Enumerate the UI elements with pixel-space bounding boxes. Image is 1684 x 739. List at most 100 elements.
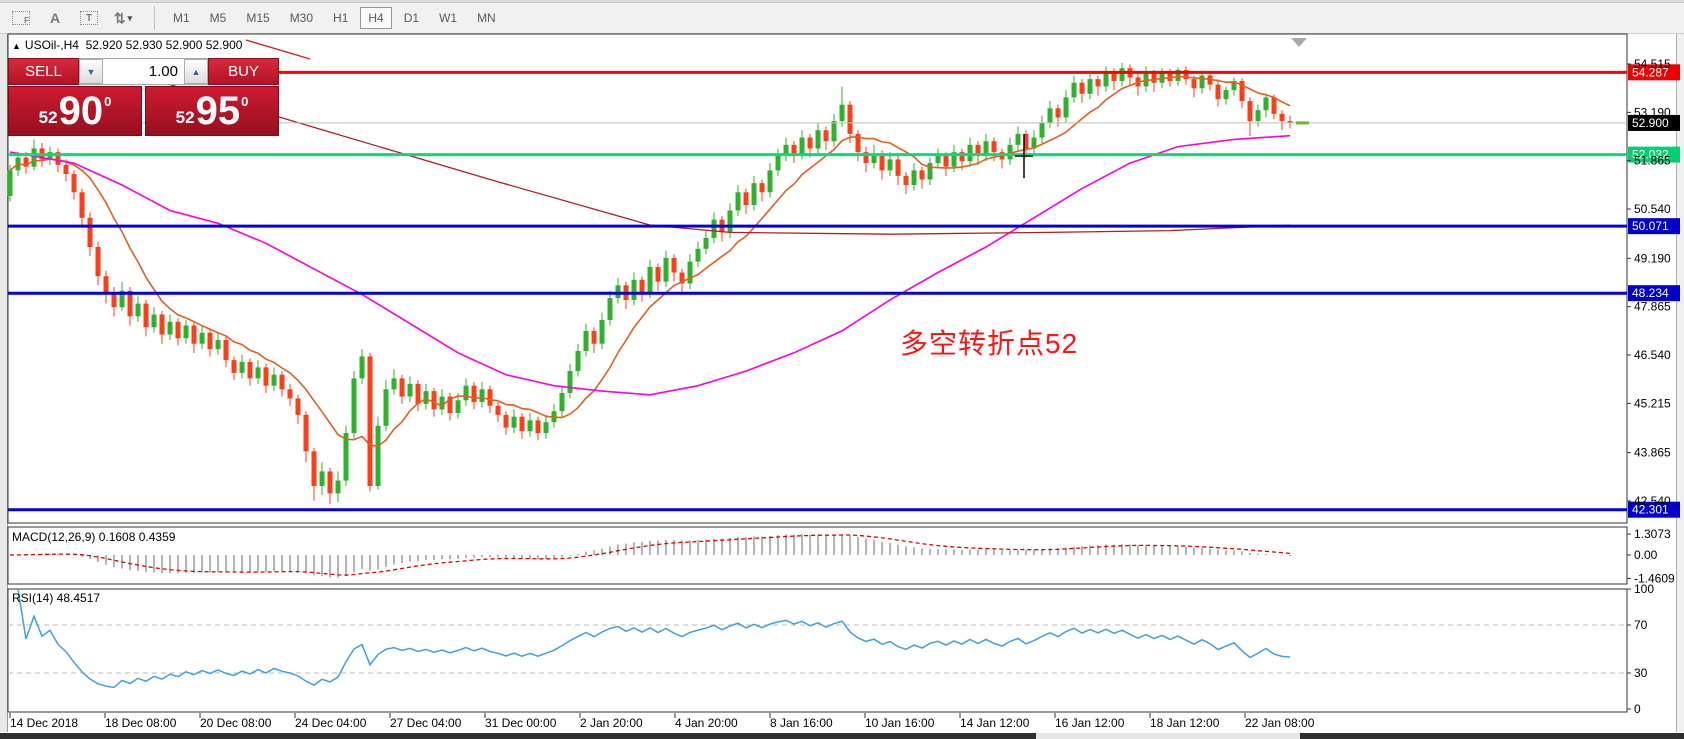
candle-body[interactable]: [415, 383, 421, 404]
candle-body[interactable]: [871, 153, 877, 164]
candle-body[interactable]: [839, 104, 845, 122]
buy-price-box[interactable]: 52 95 0: [145, 86, 279, 136]
timeframe-button-H4[interactable]: H4: [360, 7, 392, 29]
autoscroll-triangle-icon[interactable]: [1291, 38, 1307, 47]
red-trendline-object[interactable]: [245, 39, 311, 60]
candle-body[interactable]: [655, 267, 661, 282]
candle-body[interactable]: [607, 298, 613, 320]
candle-body[interactable]: [959, 152, 965, 162]
candle-body[interactable]: [791, 144, 797, 154]
candle-body[interactable]: [367, 356, 373, 487]
candle-body[interactable]: [207, 332, 213, 350]
timeframe-button-M5[interactable]: M5: [209, 11, 227, 25]
candle-body[interactable]: [71, 174, 77, 193]
candle-body[interactable]: [895, 159, 901, 176]
candle-body[interactable]: [143, 303, 149, 328]
candle-body[interactable]: [1007, 144, 1013, 160]
candle-body[interactable]: [463, 385, 469, 401]
candle-body[interactable]: [23, 157, 29, 167]
timeframe-button-W1[interactable]: W1: [439, 11, 458, 25]
candle-body[interactable]: [1231, 80, 1237, 91]
candle-body[interactable]: [1223, 90, 1229, 100]
sell-button[interactable]: SELL: [8, 58, 79, 85]
candle-body[interactable]: [815, 130, 821, 149]
candle-body[interactable]: [351, 378, 357, 434]
candle-body[interactable]: [383, 389, 389, 426]
candle-body[interactable]: [975, 144, 981, 156]
candle-body[interactable]: [343, 433, 349, 481]
candle-body[interactable]: [295, 398, 301, 415]
candle-body[interactable]: [183, 325, 189, 339]
candle-body[interactable]: [1031, 137, 1037, 149]
candle-body[interactable]: [1199, 75, 1205, 89]
candle-body[interactable]: [647, 267, 653, 293]
candle-body[interactable]: [671, 257, 677, 273]
candle-body[interactable]: [1247, 101, 1253, 122]
candle-body[interactable]: [1167, 71, 1173, 81]
candle-body[interactable]: [903, 175, 909, 185]
candle-body[interactable]: [103, 276, 109, 295]
candle-body[interactable]: [583, 330, 589, 351]
candle-body[interactable]: [559, 392, 565, 412]
timeframe-button-M15[interactable]: M15: [246, 11, 270, 25]
candle-body[interactable]: [487, 389, 493, 406]
text-label-icon[interactable]: A: [49, 10, 61, 26]
candle-body[interactable]: [111, 294, 117, 308]
candle-body[interactable]: [407, 383, 413, 397]
candle-body[interactable]: [423, 391, 429, 404]
timeframe-button-M1[interactable]: M1: [173, 11, 190, 25]
timeframe-button-M30[interactable]: M30: [289, 11, 314, 25]
candle-body[interactable]: [287, 389, 293, 399]
candle-body[interactable]: [847, 104, 853, 134]
candle-body[interactable]: [399, 378, 405, 397]
candle-body[interactable]: [1047, 108, 1053, 123]
candle-body[interactable]: [7, 170, 13, 196]
candle-body[interactable]: [663, 257, 669, 282]
candle-body[interactable]: [1263, 97, 1269, 111]
candle-body[interactable]: [375, 425, 381, 487]
volume-value[interactable]: 1.00: [148, 63, 178, 80]
candle-body[interactable]: [1279, 113, 1285, 122]
candle-body[interactable]: [759, 183, 765, 193]
vertical-scrollbar[interactable]: [1676, 34, 1684, 732]
candle-body[interactable]: [951, 152, 957, 167]
candle-body[interactable]: [1023, 133, 1029, 149]
candle-body[interactable]: [431, 391, 437, 410]
horizontal-scrollbar-thumb[interactable]: [0, 733, 1036, 739]
candle-body[interactable]: [911, 170, 917, 185]
candle-body[interactable]: [751, 183, 757, 206]
candle-body[interactable]: [679, 272, 685, 284]
candle-body[interactable]: [599, 319, 605, 344]
candle-body[interactable]: [767, 170, 773, 193]
candle-body[interactable]: [471, 385, 477, 403]
candle-body[interactable]: [327, 471, 333, 494]
candle-body[interactable]: [1183, 70, 1189, 80]
candle-body[interactable]: [1063, 97, 1069, 118]
horizontal-scrollbar-thumb2[interactable]: [1300, 733, 1684, 739]
candle-body[interactable]: [743, 192, 749, 206]
candle-body[interactable]: [887, 159, 893, 171]
candle-body[interactable]: [391, 378, 397, 390]
candle-body[interactable]: [63, 164, 69, 175]
candle-body[interactable]: [823, 130, 829, 142]
candle-body[interactable]: [935, 155, 941, 164]
candle-body[interactable]: [151, 314, 157, 328]
candle-body[interactable]: [727, 210, 733, 233]
buy-button[interactable]: BUY: [208, 58, 279, 85]
candle-body[interactable]: [519, 416, 525, 432]
candle-body[interactable]: [567, 371, 573, 393]
candle-body[interactable]: [279, 374, 285, 390]
candle-body[interactable]: [1039, 122, 1045, 138]
candle-body[interactable]: [1151, 73, 1157, 83]
arrows-tool-icon[interactable]: ⇅ ▾: [113, 9, 133, 26]
candle-body[interactable]: [199, 332, 205, 344]
candle-body[interactable]: [543, 422, 549, 434]
candle-body[interactable]: [775, 155, 781, 171]
candle-body[interactable]: [1215, 84, 1221, 100]
candle-body[interactable]: [807, 137, 813, 149]
candle-body[interactable]: [447, 396, 453, 414]
candle-body[interactable]: [159, 314, 165, 335]
candle-body[interactable]: [495, 405, 501, 415]
candle-body[interactable]: [1239, 80, 1245, 102]
candle-body[interactable]: [799, 137, 805, 154]
